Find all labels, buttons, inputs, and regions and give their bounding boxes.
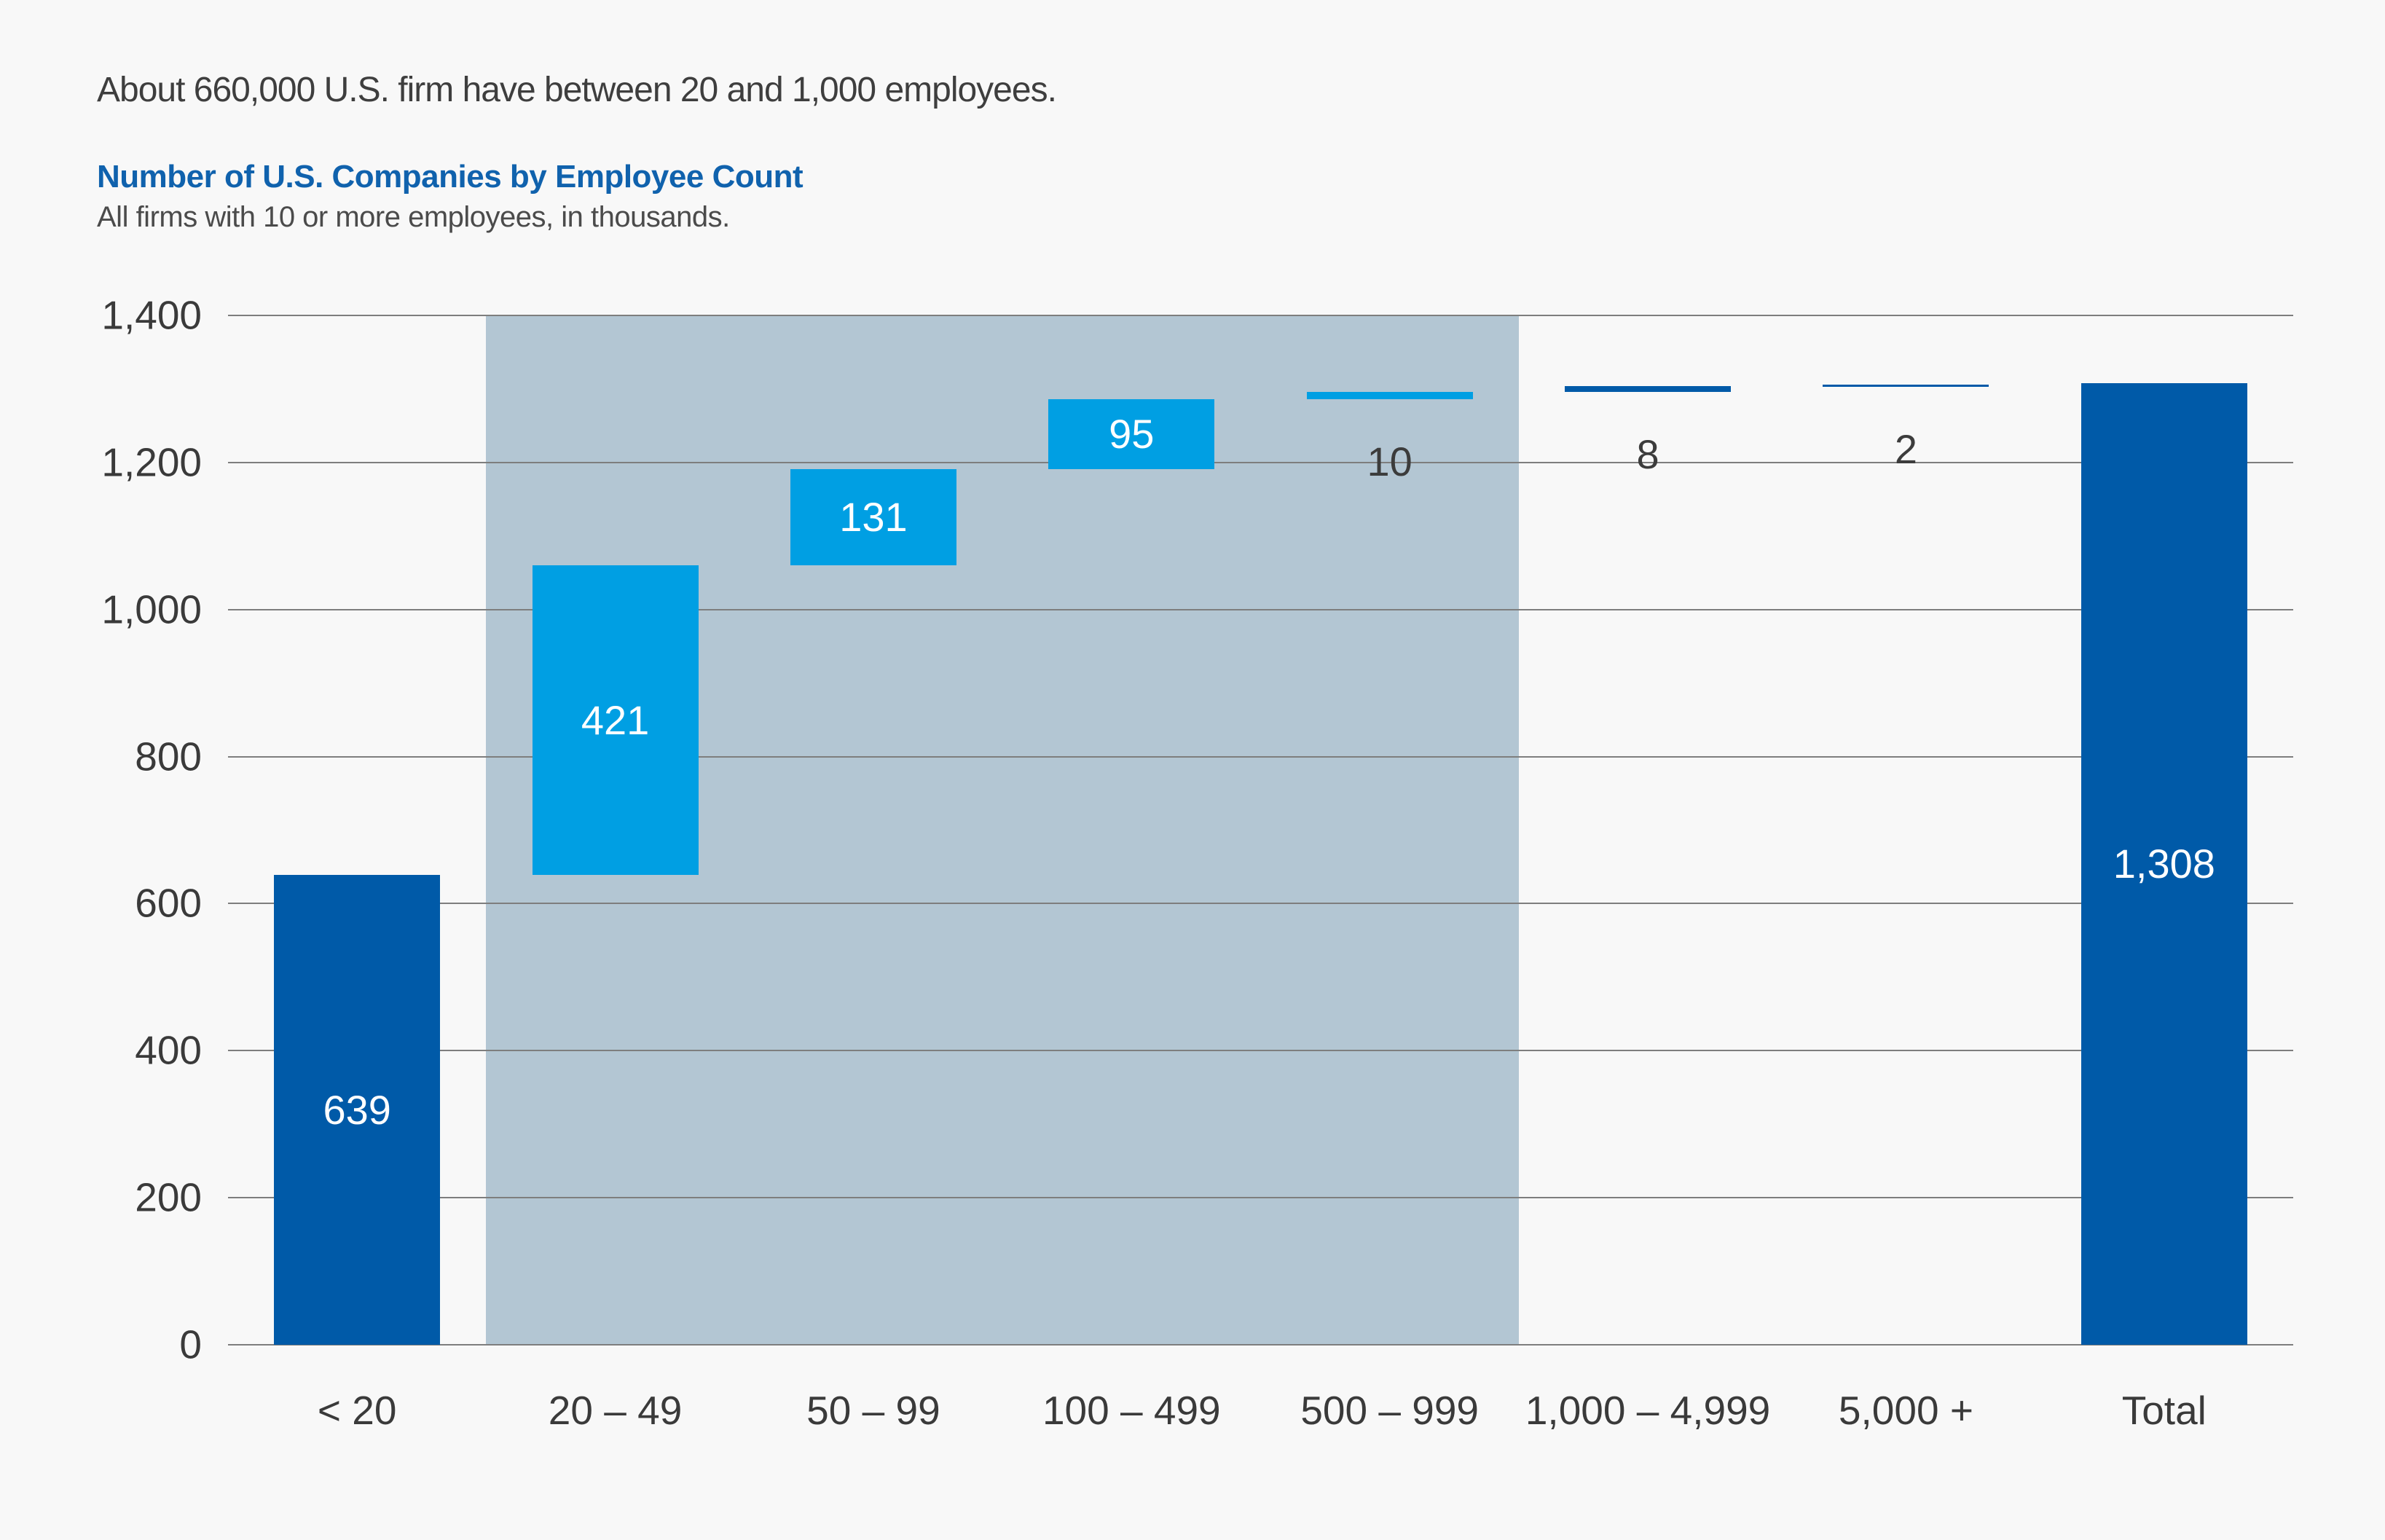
bar-value-label: 639 — [323, 1086, 391, 1133]
y-axis-tick-label: 800 — [135, 734, 202, 779]
bar-5,000 + — [1823, 384, 1989, 387]
chart-title: Number of U.S. Companies by Employee Cou… — [97, 159, 803, 195]
gridline-200 — [228, 1197, 2293, 1199]
gridline-1,000 — [228, 608, 2293, 610]
bar-500 – 999 — [1306, 391, 1473, 400]
plot-area: 639 421 131 95 10 8 2 1,308 — [228, 315, 2293, 1345]
gridline-0 — [228, 1344, 2293, 1345]
bar-50 – 99: 131 — [790, 468, 956, 566]
x-axis-label-50 – 99: 50 – 99 — [806, 1388, 940, 1433]
y-axis-tick-label: 400 — [135, 1027, 202, 1073]
y-axis-tick-label: 1,400 — [101, 292, 202, 338]
gridline-400 — [228, 1050, 2293, 1052]
x-axis-label-500 – 999: 500 – 999 — [1300, 1388, 1480, 1433]
bar-value-label: 1,308 — [2113, 840, 2215, 887]
chart-subtitle: All firms with 10 or more employees, in … — [97, 201, 730, 233]
bar-20 – 49: 421 — [532, 565, 699, 876]
gridline-1,400 — [228, 315, 2293, 316]
bar-1,000 – 4,999 — [1565, 385, 1732, 392]
bar-value-label: 10 — [1367, 439, 1412, 485]
x-axis-label-Total: Total — [2121, 1388, 2207, 1433]
bar-Total: 1,308 — [2081, 382, 2247, 1345]
gridline-800 — [228, 755, 2293, 758]
bar-value-label: 131 — [839, 494, 908, 541]
gridline-1,200 — [228, 461, 2293, 463]
x-axis-label-< 20: < 20 — [317, 1388, 397, 1433]
y-axis: 0 200 400 600 800 1,000 1,200 1,400 — [0, 0, 202, 1540]
x-axis-label-1,000 – 4,999: 1,000 – 4,999 — [1525, 1388, 1771, 1433]
y-axis-tick-label: 0 — [179, 1321, 202, 1367]
x-axis-label-100 – 499: 100 – 499 — [1042, 1388, 1221, 1433]
y-axis-tick-label: 1,000 — [101, 586, 202, 632]
bar-value-label: 95 — [1109, 410, 1155, 457]
bar-100 – 499: 95 — [1048, 399, 1215, 469]
bar-value-label: 8 — [1636, 431, 1659, 477]
gridline-600 — [228, 903, 2293, 905]
x-axis: < 20 20 – 49 50 – 99 100 – 499 500 – 999 1,00… — [228, 1386, 2293, 1445]
y-axis-tick-label: 1,200 — [101, 439, 202, 485]
x-axis-label-20 – 49: 20 – 49 — [548, 1388, 683, 1433]
bar-< 20: 639 — [274, 875, 441, 1345]
bar-value-label: 421 — [581, 696, 650, 743]
x-axis-label-5,000 +: 5,000 + — [1838, 1388, 1973, 1433]
y-axis-tick-label: 200 — [135, 1174, 202, 1220]
y-axis-tick-label: 600 — [135, 880, 202, 926]
bar-value-label: 2 — [1894, 425, 1918, 472]
headline-text: About 660,000 U.S. firm have between 20 … — [97, 71, 1057, 109]
